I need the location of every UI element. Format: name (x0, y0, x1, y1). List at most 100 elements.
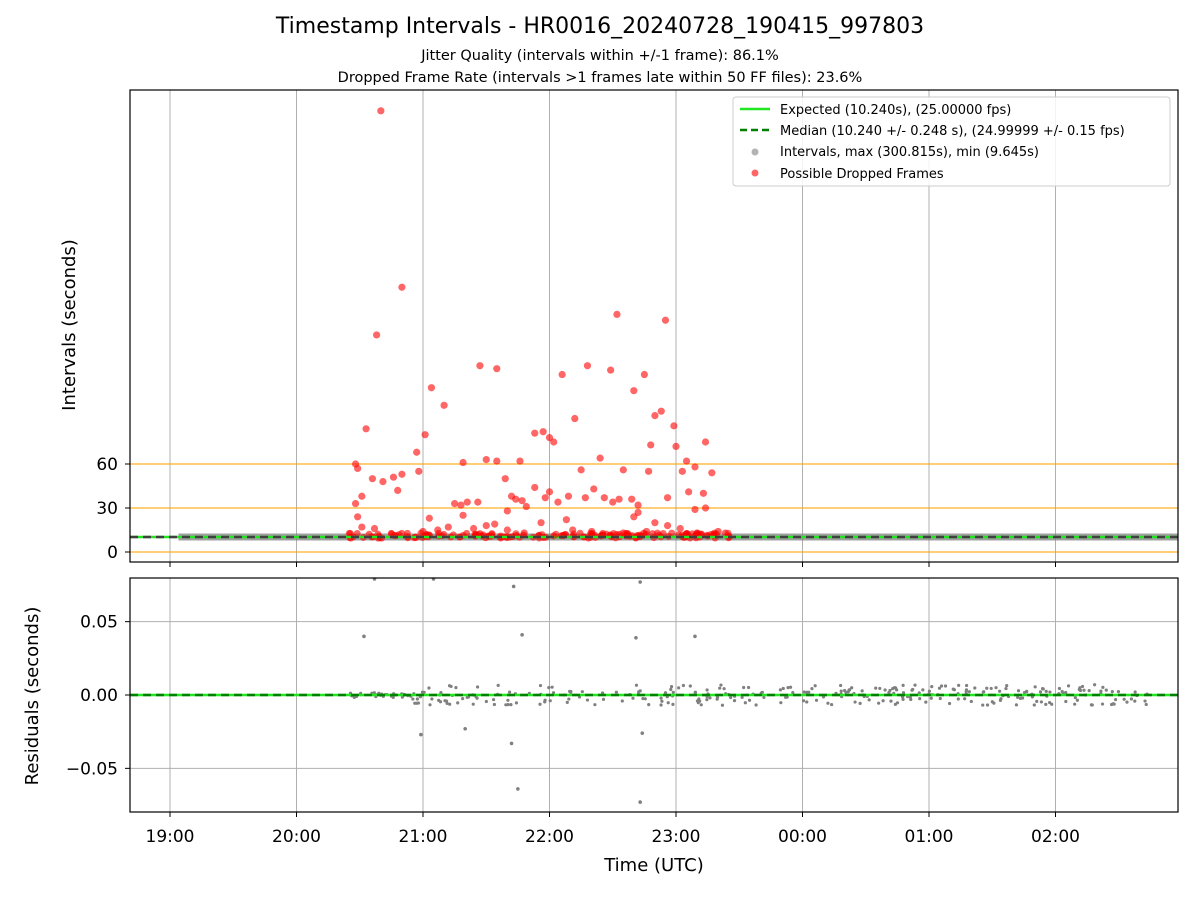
residual-point (507, 690, 512, 694)
residual-point (1032, 703, 1036, 707)
residual-point (732, 699, 737, 703)
dropped-frame-point (613, 310, 621, 318)
dropped-frame-point (531, 429, 539, 437)
residual-outlier-point (693, 634, 697, 639)
residual-point (438, 700, 443, 704)
residual-point (901, 691, 906, 695)
dropped-frame-point (699, 489, 708, 497)
residual-point (883, 688, 887, 692)
residual-point (917, 691, 921, 695)
dropped-frame-point (482, 455, 490, 464)
legend-dropped-label: Possible Dropped Frames (780, 167, 944, 182)
residual-point (1129, 697, 1134, 701)
residual-point (858, 701, 862, 705)
dropped-frame-point (661, 316, 670, 324)
dropped-frame-point (558, 370, 566, 379)
residual-point (956, 697, 960, 701)
dropped-frame-point (373, 331, 381, 339)
dropped-frame-point (628, 495, 636, 503)
dropped-frame-point (539, 428, 547, 436)
residual-point (439, 691, 443, 695)
residual-point (778, 688, 783, 692)
residual-point (860, 689, 864, 693)
dropped-frame-point (368, 475, 376, 483)
residual-point (715, 695, 720, 699)
residual-point (746, 685, 751, 690)
top-y-tick-label: 30 (96, 499, 118, 519)
residual-point (660, 699, 664, 703)
residual-point (1016, 689, 1021, 693)
dropped-frame-baseline-point (488, 530, 496, 538)
residual-point (708, 696, 712, 700)
residual-point (740, 695, 744, 699)
residual-point (913, 683, 917, 687)
residual-point (927, 689, 932, 693)
x-tick-label: 00:00 (778, 827, 827, 847)
residual-point (719, 683, 723, 687)
residual-point (620, 699, 624, 703)
dropped-frame-point (552, 530, 560, 538)
residual-point (1075, 698, 1080, 702)
residual-point (911, 687, 915, 692)
dropped-frame-point (491, 520, 499, 528)
residual-point (989, 686, 993, 691)
residual-point (943, 684, 948, 688)
residual-point (600, 691, 605, 695)
residual-point (1044, 689, 1048, 693)
dropped-frame-point (634, 508, 642, 516)
residual-point (867, 698, 871, 702)
residual-point (1039, 700, 1044, 704)
residual-point (895, 688, 899, 692)
dropped-frame-subtitle: Dropped Frame Rate (intervals >1 frames … (337, 70, 863, 86)
residual-point (1004, 686, 1008, 691)
residual-point (810, 686, 814, 691)
residual-point (1057, 686, 1062, 691)
top-y-tick-label: 60 (96, 455, 118, 475)
dropped-frame-point (463, 498, 471, 506)
residual-point (509, 703, 513, 707)
dropped-frame-point (708, 469, 716, 477)
dropped-frame-point (394, 486, 402, 494)
residual-point (985, 686, 989, 690)
legend-box (732, 96, 1171, 187)
dropped-frame-point (615, 495, 623, 503)
dropped-frame-point (354, 513, 362, 521)
dropped-frame-point (351, 499, 360, 508)
jitter-quality-subtitle: Jitter Quality (intervals within +/-1 fr… (421, 48, 779, 64)
residual-point (666, 701, 670, 705)
residual-point (720, 703, 725, 707)
residual-point (420, 690, 425, 694)
residual-point (1100, 702, 1105, 706)
residual-point (901, 697, 905, 702)
residual-point (853, 700, 857, 704)
dropped-frame-point (377, 107, 385, 115)
residual-point (963, 697, 967, 701)
residual-point (445, 701, 449, 706)
residual-point (939, 684, 944, 688)
dropped-frame-point (693, 529, 701, 537)
residual-point (846, 690, 850, 694)
residual-point (669, 685, 674, 689)
residual-point (839, 683, 843, 688)
residual-point (1122, 697, 1126, 701)
residual-point (901, 683, 905, 687)
residual-outlier-point (516, 787, 520, 791)
residual-point (456, 701, 460, 705)
chart-title: Timestamp Intervals - HR0016_20240728_19… (275, 14, 925, 39)
residual-point (985, 703, 990, 707)
dropped-frame-point (569, 526, 577, 534)
top-y-tick-label: 0 (107, 543, 118, 563)
dropped-frame-point (362, 425, 370, 433)
residual-point (743, 701, 747, 705)
residual-point (1048, 690, 1052, 694)
residual-point (887, 691, 891, 695)
x-tick-label: 23:00 (652, 827, 701, 847)
dropped-frame-point (434, 526, 442, 534)
residual-point (671, 702, 675, 706)
residual-point (981, 690, 985, 694)
legend: Expected (10.240s), (25.00000 fps) Media… (732, 96, 1171, 187)
residual-point (496, 683, 500, 687)
dropped-frame-point (619, 466, 627, 474)
dropped-frame-point (550, 438, 558, 446)
residual-point (548, 699, 552, 703)
